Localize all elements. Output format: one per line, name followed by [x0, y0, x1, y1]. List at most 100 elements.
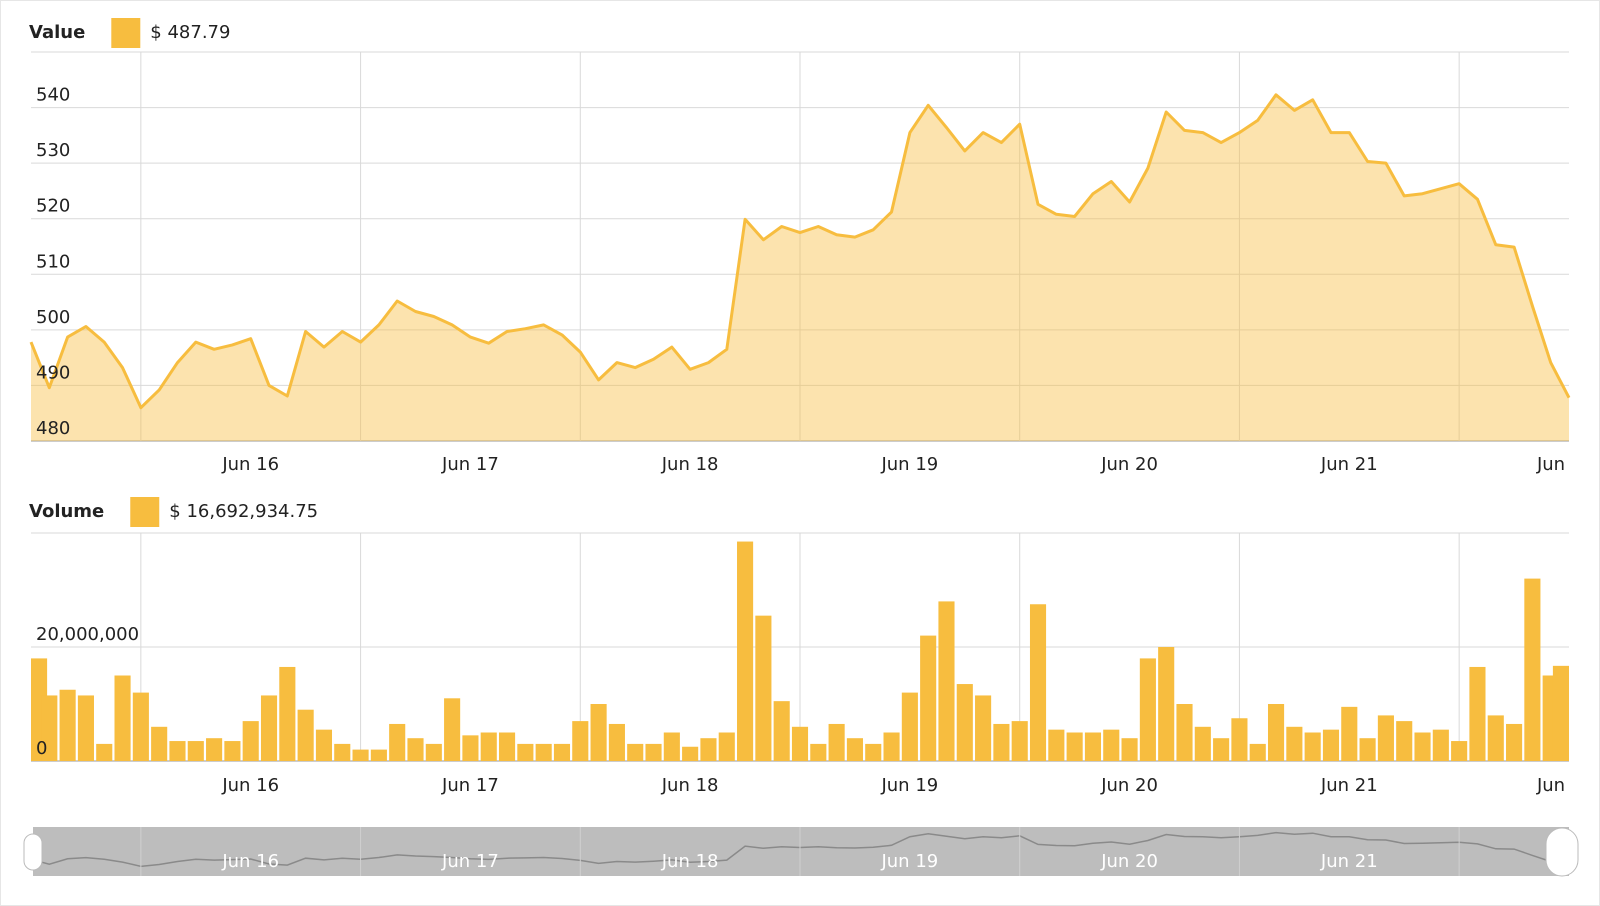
bar: [572, 721, 589, 761]
y-tick-label: 540: [36, 85, 70, 106]
x-tick-label: Jun 18: [661, 775, 719, 796]
x-tick-label: Jun 17: [441, 775, 499, 796]
bar: [407, 738, 424, 761]
legend-swatch: [111, 18, 141, 48]
x-tick-label: Jun 21: [1320, 454, 1378, 475]
bar: [645, 743, 662, 761]
navigator-handle[interactable]: [1545, 827, 1579, 877]
bar: [1176, 704, 1193, 761]
bar: [1341, 706, 1358, 761]
bar: [151, 726, 168, 761]
bar: [737, 541, 754, 761]
bar: [1121, 738, 1138, 761]
bar: [77, 695, 94, 761]
navigator-label: Jun 18: [661, 851, 719, 872]
legend-value: $ 16,692,934.75: [169, 501, 318, 522]
bar: [773, 701, 790, 761]
bar: [608, 723, 625, 761]
bar: [1524, 578, 1541, 761]
navigator-handle[interactable]: [23, 833, 43, 871]
area-fill: [31, 94, 1569, 442]
bar: [718, 732, 735, 761]
bar: [517, 743, 534, 761]
bar: [1194, 726, 1211, 761]
bar: [1304, 732, 1321, 761]
x-tick-label: Jun 16: [221, 775, 279, 796]
bar: [791, 726, 809, 761]
bar: [1322, 729, 1340, 761]
bar: [1029, 604, 1047, 761]
bar: [224, 741, 241, 761]
bar: [956, 684, 973, 761]
navigator-label: Jun 16: [221, 851, 279, 872]
x-tick-label: Jun 19: [880, 775, 938, 796]
y-tick-label: 530: [36, 140, 70, 161]
bar: [810, 743, 827, 761]
y-tick-label: 510: [36, 251, 70, 272]
y-tick-label: 500: [36, 307, 70, 328]
bar: [1469, 666, 1486, 761]
bar: [1084, 732, 1102, 761]
bar: [993, 723, 1010, 761]
bar: [315, 729, 333, 761]
x-tick-label: Jun 17: [441, 454, 499, 475]
bar: [425, 743, 442, 761]
bar: [883, 732, 900, 761]
legend-value: $ 487.79: [150, 22, 230, 43]
bar: [1103, 729, 1120, 761]
bar: [114, 675, 131, 761]
bar: [132, 692, 149, 761]
x-tick-label: Jun 19: [880, 454, 938, 475]
bar: [1414, 732, 1431, 761]
x-tick-label: Jun: [1536, 454, 1565, 475]
x-tick-label: Jun 18: [661, 454, 719, 475]
x-tick-label: Jun 20: [1100, 454, 1158, 475]
x-tick-label: Jun 20: [1100, 775, 1158, 796]
bar: [901, 692, 918, 761]
navigator-label: Jun 19: [880, 851, 938, 872]
bar: [389, 723, 406, 761]
x-tick-label: Jun: [1536, 775, 1565, 796]
bar: [1066, 732, 1083, 761]
bar: [700, 738, 717, 761]
navigator-label: Jun 21: [1320, 851, 1378, 872]
y-tick-label: 480: [36, 418, 70, 439]
legend-swatch: [130, 497, 160, 527]
bar: [260, 695, 278, 761]
bar: [828, 723, 845, 761]
bar: [444, 698, 461, 761]
bar: [1249, 743, 1266, 761]
bar: [462, 735, 479, 761]
navigator-band: [33, 827, 1569, 876]
navigator-label: Jun 20: [1100, 851, 1158, 872]
bar: [535, 743, 552, 761]
navigator: Jun 16 Jun 17 Jun 18 Jun 19 Jun 20 Jun 21: [23, 827, 1579, 877]
bar: [206, 738, 223, 761]
y-tick-label: 520: [36, 196, 70, 217]
bar: [755, 615, 772, 761]
bar: [498, 732, 516, 761]
navigator-label: Jun 17: [441, 851, 499, 872]
legend-title: Volume: [29, 501, 104, 522]
bar: [920, 635, 937, 761]
bar: [41, 695, 58, 761]
bar: [975, 695, 992, 761]
bar: [1451, 741, 1468, 761]
legend-title: Value: [29, 22, 85, 43]
bar: [242, 721, 259, 761]
bar: [1139, 658, 1156, 761]
bar: [1267, 704, 1285, 761]
bar: [682, 746, 699, 761]
bar: [370, 749, 387, 761]
line: [29, 93, 1571, 410]
bar: [96, 743, 113, 761]
bar: [846, 738, 863, 761]
bar: [1158, 647, 1175, 761]
bar: [1213, 738, 1230, 761]
bar: [59, 689, 76, 761]
bar: [1359, 738, 1376, 761]
bar: [279, 666, 296, 761]
bar: [1231, 718, 1248, 761]
bar: [590, 704, 607, 761]
